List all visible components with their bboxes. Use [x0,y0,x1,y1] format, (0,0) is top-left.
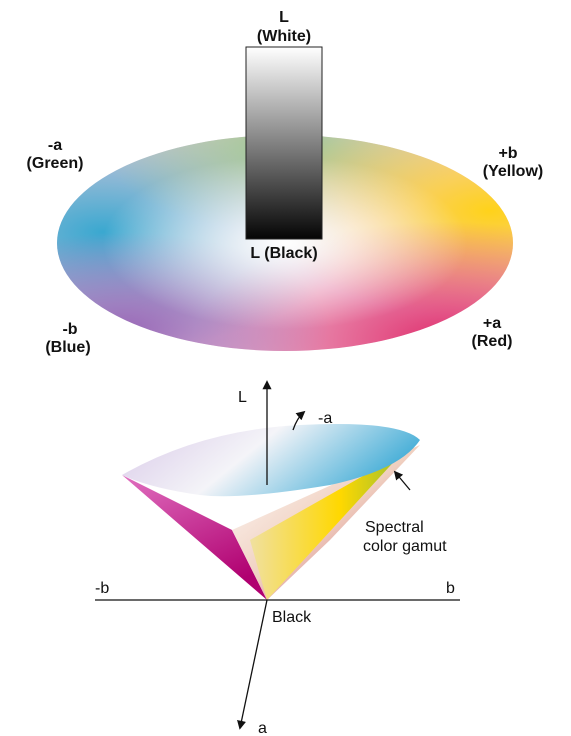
label: (Yellow) [483,163,543,180]
label: (White) [257,28,311,45]
label: -a [48,137,62,154]
label: b [446,580,455,597]
lab-diagram: L (White) -a (Green) +b (Yellow) L (Blac… [0,0,571,736]
label: +b [498,145,517,162]
label: L [279,9,289,26]
label: L [238,389,247,406]
label: (Blue) [45,339,90,356]
label: -b [62,321,77,338]
label: -b [95,580,109,597]
lightness-bar [246,47,322,239]
label: (Red) [472,333,513,350]
label: Spectral [365,519,424,536]
label: -a [318,410,332,427]
label: +a [483,315,501,332]
label: L (Black) [250,245,317,262]
label: a [258,720,267,736]
label: (Green) [27,155,84,172]
label: Black [272,609,312,626]
gamut-solid [122,424,420,600]
label: color gamut [363,538,447,555]
